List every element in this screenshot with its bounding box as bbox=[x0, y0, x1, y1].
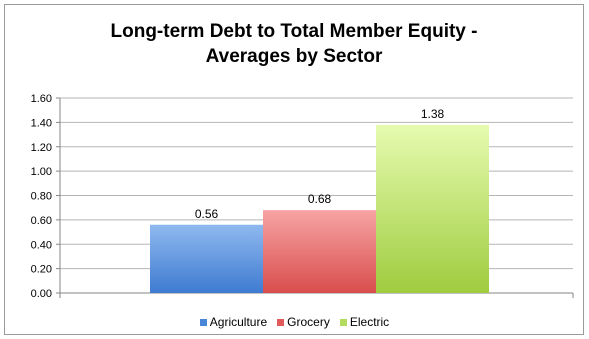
legend-item-grocery: Grocery bbox=[277, 315, 330, 329]
chart-title-line-1: Long-term Debt to Total Member Equity - bbox=[110, 21, 478, 42]
y-tick-label: 0.60 bbox=[31, 215, 52, 227]
legend-label: Grocery bbox=[287, 315, 330, 329]
legend-swatch bbox=[339, 318, 347, 326]
legend-label: Agriculture bbox=[209, 315, 268, 329]
bar-grocery bbox=[263, 210, 376, 293]
legend-item-electric: Electric bbox=[339, 315, 390, 329]
data-label-grocery: 0.68 bbox=[308, 192, 332, 206]
legend-item-agriculture: Agriculture bbox=[199, 315, 268, 329]
y-tick-label: 0.40 bbox=[31, 239, 52, 251]
legend-swatch bbox=[199, 318, 207, 326]
legend: Agriculture Grocery Electric bbox=[0, 315, 589, 329]
legend-swatch bbox=[277, 318, 285, 326]
y-tick-label: 1.20 bbox=[31, 142, 52, 154]
y-tick-label: 1.40 bbox=[31, 117, 52, 129]
chart-title: Long-term Debt to Total Member Equity - … bbox=[5, 19, 583, 69]
y-tick-label: 0.80 bbox=[31, 191, 52, 203]
y-tick-label: 1.00 bbox=[31, 166, 52, 178]
data-label-electric: 1.38 bbox=[421, 107, 445, 121]
chart-title-line-2: Averages by Sector bbox=[205, 46, 383, 67]
y-tick-label: 1.60 bbox=[31, 93, 52, 105]
y-tick-label: 0.20 bbox=[31, 264, 52, 276]
data-label-agriculture: 0.56 bbox=[195, 207, 219, 221]
bar-agriculture bbox=[150, 224, 263, 293]
legend-label: Electric bbox=[349, 315, 390, 329]
y-tick-label: 0.00 bbox=[31, 288, 52, 300]
bar-electric bbox=[376, 124, 489, 293]
